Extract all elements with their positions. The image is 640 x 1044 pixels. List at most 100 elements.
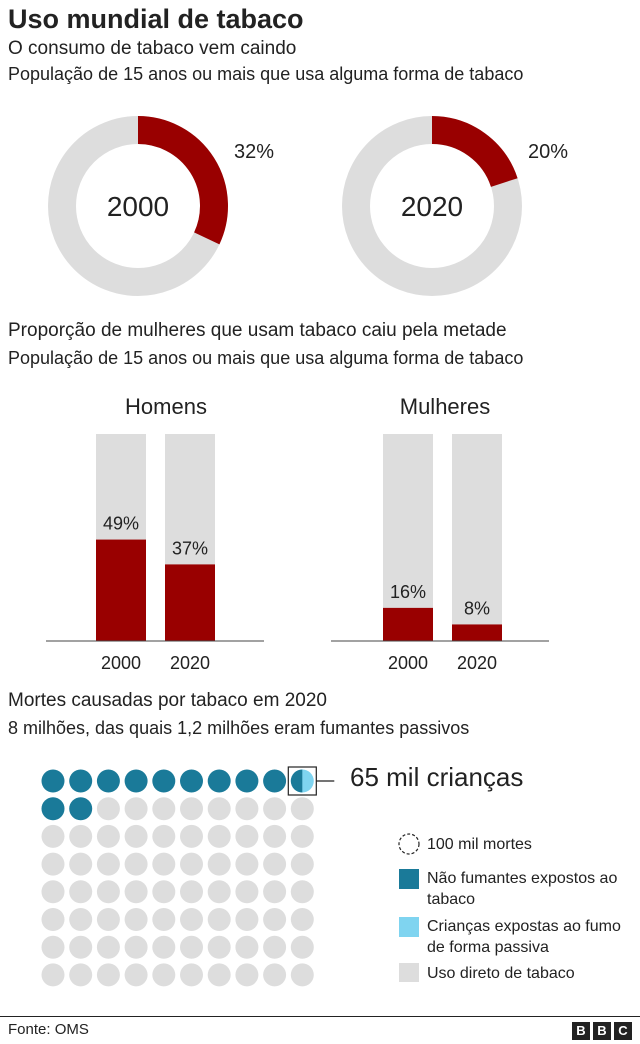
legend-swatch-direct [399,963,419,982]
callout-children: 65 mil crianças [350,762,524,792]
waffle-dot-direct [41,852,65,876]
section-2-subtitle: Proporção de mulheres que usam tabaco ca… [8,320,507,341]
waffle-dot-direct [124,908,148,931]
waffle-dot-direct [41,935,65,959]
bar-category-label: 2000 [388,653,428,673]
waffle-dot-direct [152,824,176,848]
bar-homens-2020 [165,564,215,641]
section-1-description: População de 15 anos ou mais que usa alg… [8,64,524,84]
bbc-logo-letter: B [593,1022,611,1040]
page-title: Uso mundial de tabaco [8,4,304,34]
waffle-dot-direct [290,797,314,821]
waffle-dot-nonsmokers [96,769,120,793]
bbc-logo-letter: C [614,1022,632,1040]
section-3-subtitle: Mortes causadas por tabaco em 2020 [8,690,327,711]
footer-divider [0,1016,640,1017]
waffle-dot-direct [207,852,231,876]
waffle-dot-direct [207,824,231,848]
legend-swatch-unit [398,833,420,855]
legend-swatch-nonsmokers [399,869,419,889]
legend-label-unit: 100 mil mortes [427,836,532,853]
waffle-dot-direct [180,852,203,876]
waffle-dot-direct [235,963,259,987]
panel-title-homens: Homens [125,394,207,419]
waffle-dot-nonsmokers [263,769,287,793]
donut-value-label: 20% [528,141,568,163]
waffle-dot-direct [152,963,176,987]
waffle-dot-direct [69,935,93,959]
waffle-dot-direct [235,908,259,931]
waffle-dot-direct [290,908,314,931]
waffle-dot-nonsmokers [69,769,93,793]
waffle-dot-direct [152,908,176,931]
waffle-dot-direct [263,797,287,821]
donut-value-label: 32% [234,141,274,163]
bar-value-label: 16% [390,582,426,602]
bar-charts: 49% 2000 37% 2020 16% 2000 8% 2020 [46,434,549,673]
waffle-dot-nonsmokers [152,769,176,793]
waffle-dot-direct [180,908,203,931]
section-3-description: 8 milhões, das quais 1,2 milhões eram fu… [8,718,470,738]
source-note: Fonte: OMS [8,1021,89,1038]
waffle-dot-direct [263,824,287,848]
bar-category-label: 2020 [457,653,497,673]
waffle-chart [41,766,335,987]
waffle-dot-nonsmokers [41,797,65,821]
waffle-dot-direct [124,797,148,821]
donut-charts: 2000 32% 2020 20% [48,116,568,296]
waffle-dot-direct [124,852,148,876]
waffle-dot-direct [290,880,314,904]
section-2-description: População de 15 anos ou mais que usa alg… [8,348,524,368]
waffle-dot-direct [207,935,231,959]
waffle-dot-direct [152,880,176,904]
bbc-logo-letter: B [572,1022,590,1040]
waffle-dot-direct [124,935,148,959]
legend-swatches [398,833,420,982]
waffle-dot-direct [235,824,259,848]
legend-label-nonsmokers: Não fumantes expostos ao tabaco [427,870,618,908]
bar-mulheres-2000 [383,607,433,641]
waffle-dot-direct [96,908,120,931]
donut-center-label: 2020 [401,191,463,222]
waffle-dot-direct [290,935,314,959]
waffle-dot-direct [207,797,231,821]
bar-value-label: 49% [103,514,139,534]
waffle-dot-direct [263,908,287,931]
bar-category-label: 2000 [101,653,141,673]
bar-category-label: 2020 [170,653,210,673]
waffle-dot-direct [235,880,259,904]
waffle-dot-direct [207,880,231,904]
waffle-dot-nonsmokers [235,769,259,793]
waffle-dot-nonsmokers-half [290,769,303,793]
waffle-dot-direct [180,935,203,959]
waffle-dot-direct [96,880,120,904]
donut-center-label: 2000 [107,191,169,222]
waffle-dot-nonsmokers [207,769,231,793]
bar-homens-2000 [96,539,146,641]
waffle-dot-direct [290,852,314,876]
waffle-dot-direct [263,963,287,987]
waffle-dot-direct [69,908,93,931]
waffle-dot-direct [152,852,176,876]
waffle-dot-direct [41,908,65,931]
legend-swatch-children [399,917,419,937]
waffle-dot-direct [263,935,287,959]
waffle-dot-direct [180,797,203,821]
waffle-dot-direct [207,908,231,931]
donut-slice-2000 [137,116,228,245]
waffle-dot-direct [180,824,203,848]
waffle-dot-direct [41,824,65,848]
waffle-dot-direct [124,880,148,904]
waffle-dot-nonsmokers [124,769,148,793]
waffle-dot-direct [96,963,120,987]
bar-value-label: 8% [464,598,490,618]
bar-mulheres-2020 [452,624,502,641]
waffle-dot-direct [152,935,176,959]
waffle-dot-direct [96,824,120,848]
waffle-dot-direct [124,824,148,848]
waffle-dot-direct [263,852,287,876]
bar-background [452,434,502,641]
waffle-dot-nonsmokers [69,797,93,821]
waffle-dot-direct [124,963,148,987]
waffle-dot-direct [290,963,314,987]
